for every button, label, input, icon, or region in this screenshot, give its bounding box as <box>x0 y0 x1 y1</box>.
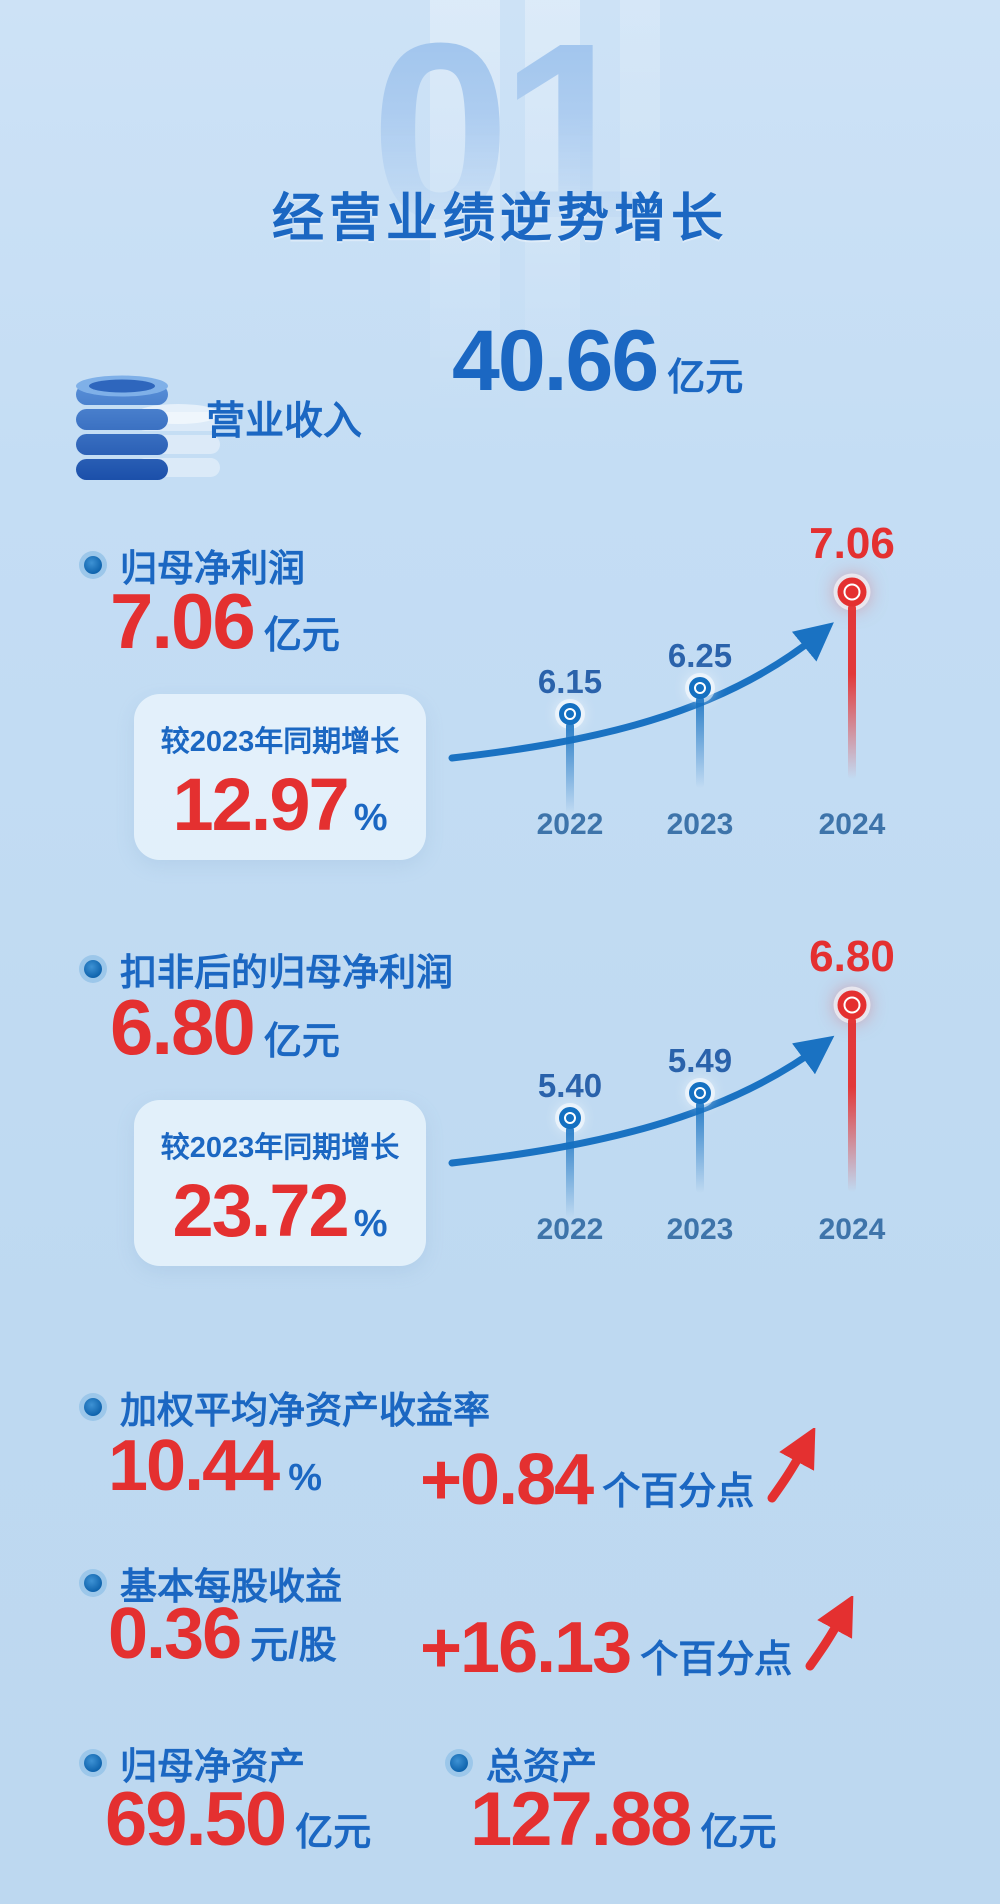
growth-percent-sign: % <box>353 797 388 839</box>
deducted-net-profit-value-row: 6.80 亿元 <box>110 983 340 1071</box>
data-point-label: 5.40 <box>537 1067 603 1104</box>
year-label: 2023 <box>666 1213 734 1246</box>
data-point-stem <box>566 1126 574 1218</box>
data-point-label: 6.80 <box>809 932 895 981</box>
eps-delta-unit: 个百分点 <box>640 1639 793 1681</box>
total-assets-value: 127.88 <box>470 1777 692 1862</box>
revenue-value: 40.66 <box>452 313 659 409</box>
growth-arrow <box>448 622 834 762</box>
eps-unit: 元/股 <box>250 1625 337 1667</box>
net-profit-unit: 亿元 <box>263 615 340 657</box>
total-assets-unit: 亿元 <box>700 1812 777 1854</box>
coin-stack <box>76 375 168 480</box>
data-point-label: 6.15 <box>537 663 603 700</box>
roe-value: 10.44 <box>108 1426 280 1506</box>
total-assets-value-row: 127.88 亿元 <box>470 1777 777 1862</box>
roe-value-row: 10.44 % <box>108 1426 322 1506</box>
trend-chart-net-profit: 6.15 6.25 7.06 2022 2023 2024 <box>430 440 940 840</box>
roe-delta-value: +0.84 <box>420 1440 594 1520</box>
year-label: 2022 <box>536 1213 604 1246</box>
net-profit-value: 7.06 <box>110 577 256 665</box>
growth-caption: 较2023年同期增长 <box>160 1132 400 1164</box>
data-point-label: 7.06 <box>809 519 895 568</box>
net-profit-value-row: 7.06 亿元 <box>110 577 340 665</box>
section-number-watermark: 01 <box>0 6 1000 256</box>
total-assets-heading: 总资产 <box>486 1746 597 1787</box>
data-point-stem <box>848 604 856 779</box>
year-label: 2024 <box>818 1213 886 1246</box>
bullet-icon <box>84 1574 102 1592</box>
roe-delta-row: +0.84 个百分点 <box>420 1428 820 1520</box>
net-assets-heading: 归母净资产 <box>120 1746 305 1787</box>
roe-unit: % <box>288 1457 322 1499</box>
rise-arrow-icon <box>805 1596 854 1671</box>
coins-icon <box>76 375 220 480</box>
bullet-icon <box>84 1398 102 1416</box>
net-assets-unit: 亿元 <box>295 1812 372 1854</box>
roe-heading: 加权平均净资产收益率 <box>120 1390 490 1431</box>
deducted-net-profit-heading-row: 扣非后的归母净利润 <box>84 942 453 996</box>
bullet-icon <box>84 1754 102 1772</box>
revenue-label: 营业收入 <box>206 400 363 443</box>
eps-heading-row: 基本每股收益 <box>84 1556 342 1610</box>
data-point-stem <box>696 1101 704 1193</box>
net-profit-heading-row: 归母净利润 <box>84 538 305 592</box>
net-profit-growth-box: 较2023年同期增长 12.97 % <box>134 694 426 861</box>
revenue-unit: 亿元 <box>667 357 744 399</box>
light-streak <box>430 0 500 420</box>
growth-value: 23.72 <box>172 1169 350 1252</box>
trend-chart-deducted-net-profit: 5.40 5.49 6.80 2022 2023 2024 <box>430 845 940 1245</box>
data-point-label: 6.25 <box>667 637 733 674</box>
total-assets-heading-row: 总资产 <box>450 1736 597 1790</box>
eps-value-row: 0.36 元/股 <box>108 1594 337 1674</box>
data-point-marker <box>837 577 867 607</box>
year-label: 2023 <box>666 808 734 841</box>
light-streak <box>525 0 580 420</box>
growth-percent-sign: % <box>353 1203 388 1245</box>
data-point-label: 5.49 <box>667 1042 733 1079</box>
eps-heading: 基本每股收益 <box>120 1566 342 1607</box>
roe-delta-unit: 个百分点 <box>602 1471 755 1513</box>
eps-value: 0.36 <box>108 1594 242 1674</box>
bullet-icon <box>84 556 102 574</box>
growth-arrow <box>448 1035 835 1167</box>
bullet-icon <box>450 1754 468 1772</box>
data-point-stem <box>696 696 704 788</box>
page-title: 经营业绩逆势增长 <box>271 190 728 248</box>
deducted-net-profit-unit: 亿元 <box>263 1021 340 1063</box>
revenue-value-row: 40.66 亿元 <box>452 318 743 404</box>
net-assets-value-row: 69.50 亿元 <box>105 1777 372 1862</box>
eps-delta-row: +16.13 个百分点 <box>420 1596 858 1688</box>
year-label: 2022 <box>536 808 604 841</box>
data-point-marker <box>837 990 867 1020</box>
data-point-stem <box>848 1017 856 1192</box>
bullet-icon <box>84 960 102 978</box>
deducted-net-profit-value: 6.80 <box>110 983 256 1071</box>
deducted-net-profit-heading: 扣非后的归母净利润 <box>120 952 453 993</box>
data-point-stem <box>566 722 574 814</box>
deducted-net-profit-growth-box: 较2023年同期增长 23.72 % <box>134 1100 426 1267</box>
net-assets-value: 69.50 <box>105 1777 287 1862</box>
net-assets-heading-row: 归母净资产 <box>84 1736 305 1790</box>
net-profit-heading: 归母净利润 <box>120 548 305 589</box>
light-streak <box>620 0 660 420</box>
roe-heading-row: 加权平均净资产收益率 <box>84 1380 490 1434</box>
growth-value: 12.97 <box>172 763 350 846</box>
growth-caption: 较2023年同期增长 <box>160 726 400 758</box>
rise-arrow-icon <box>767 1428 816 1503</box>
year-label: 2024 <box>818 808 886 841</box>
eps-delta-value: +16.13 <box>420 1608 632 1688</box>
